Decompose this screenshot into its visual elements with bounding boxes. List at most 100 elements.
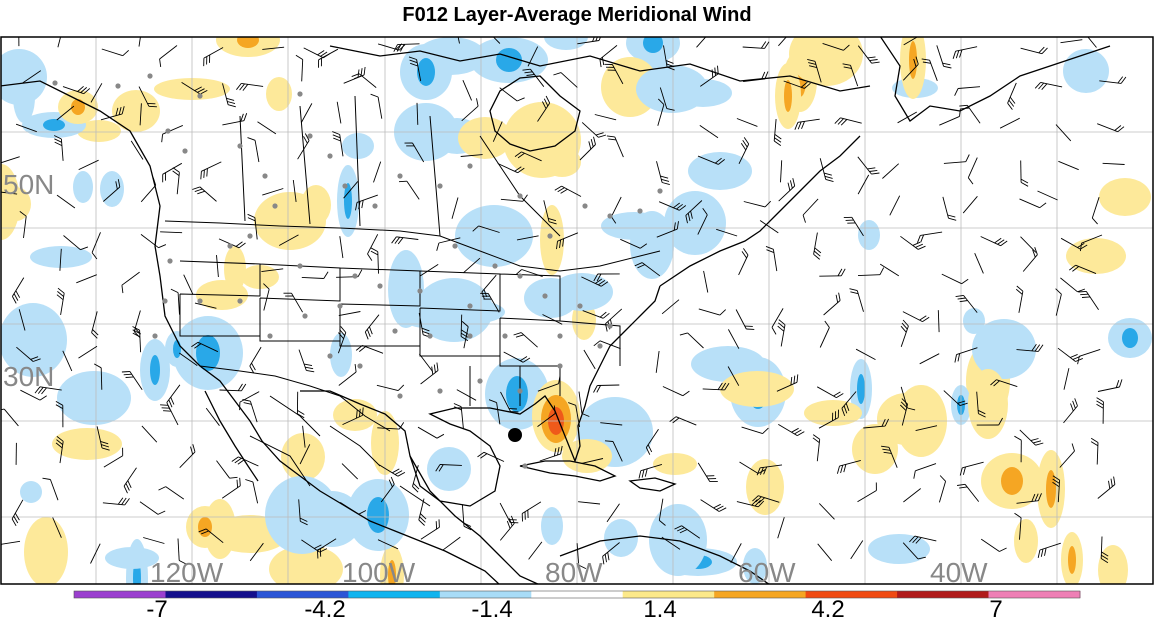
wind-barb — [1014, 435, 1022, 463]
wind-barb — [418, 353, 433, 372]
wind-barb — [62, 85, 91, 95]
wind-barb — [63, 235, 89, 251]
positive-wind-area — [503, 102, 581, 178]
wind-barb — [158, 486, 185, 500]
wind-barb — [139, 501, 166, 515]
wind-barb — [976, 417, 1003, 426]
wind-barb — [780, 160, 783, 183]
wind-barb — [818, 409, 839, 429]
wind-barb — [1097, 123, 1125, 133]
station-dot — [392, 328, 398, 334]
wind-barb — [817, 543, 833, 561]
wind-barb — [679, 332, 704, 349]
wind-barb — [283, 292, 303, 313]
south-america-coast — [559, 535, 770, 584]
wind-barb — [822, 42, 850, 51]
wind-barb — [96, 426, 110, 451]
wind-barb — [857, 267, 885, 277]
wind-barb — [219, 383, 247, 392]
wind-barb — [522, 68, 545, 87]
wind-barb — [941, 273, 969, 285]
wind-barb — [132, 326, 142, 353]
wind-barb — [855, 348, 876, 360]
negative-wind-area — [688, 152, 752, 190]
wind-barb — [663, 45, 675, 71]
wind-barb — [278, 234, 299, 246]
station-dot — [357, 363, 363, 369]
us-mexico-border — [199, 365, 391, 432]
wind-barb — [783, 80, 811, 89]
wind-barb — [191, 341, 219, 353]
wind-barb — [18, 309, 26, 331]
positive-wind-area — [77, 120, 121, 142]
gulf-coastline — [300, 285, 661, 507]
wind-barb — [1069, 264, 1097, 275]
colorbar-swatch — [714, 591, 807, 598]
wind-barb — [857, 482, 877, 503]
wind-barb — [341, 463, 359, 480]
wind-barb — [302, 425, 306, 448]
station-dot — [165, 128, 171, 134]
wind-barb — [738, 248, 749, 276]
negative-wind-area — [858, 220, 880, 250]
station-dot — [467, 163, 473, 169]
mexico-states — [249, 395, 431, 507]
wind-barb — [593, 273, 620, 282]
wind-barb — [943, 390, 968, 407]
wind-barb — [605, 308, 623, 332]
wind-barb — [102, 497, 130, 506]
wind-barb — [1091, 197, 1100, 225]
station-dot — [417, 288, 423, 294]
wind-barb — [456, 389, 477, 401]
station-dot — [302, 313, 308, 319]
wind-barb — [913, 463, 937, 479]
wind-barb — [292, 179, 297, 202]
wind-barb — [1019, 429, 1044, 446]
wind-barb — [602, 542, 620, 565]
wind-barb — [462, 80, 473, 101]
wind-barb — [776, 374, 799, 392]
wind-barb — [703, 270, 709, 293]
wind-barb — [416, 102, 419, 125]
wind-barb — [298, 499, 308, 526]
station-dot — [542, 293, 548, 299]
negative-wind-core — [496, 48, 522, 72]
wind-barb — [593, 340, 621, 350]
wind-barb — [16, 346, 41, 362]
wind-barb — [103, 179, 121, 202]
wind-barb — [743, 71, 769, 83]
wind-barb — [56, 194, 76, 209]
wind-barb — [1097, 379, 1123, 392]
wind-barb — [900, 386, 916, 411]
wind-barb — [581, 458, 604, 464]
wind-barb — [42, 477, 59, 501]
station-dot — [607, 213, 613, 219]
negative-wind-core — [1122, 328, 1138, 348]
wind-barb — [849, 288, 864, 312]
wind-barb — [78, 159, 99, 171]
political-borders — [164, 95, 661, 507]
wind-barb — [813, 232, 822, 260]
wind-barb — [216, 255, 219, 278]
station-dot — [182, 148, 188, 154]
wind-barb — [1015, 285, 1024, 313]
wind-barb — [909, 535, 937, 544]
wind-barb — [245, 479, 259, 504]
wind-barb — [604, 440, 623, 462]
positive-wind-area — [254, 192, 326, 250]
graticule — [1, 37, 1153, 584]
wind-barb — [1, 156, 20, 164]
wind-barb — [841, 391, 857, 417]
negative-wind-core — [367, 497, 389, 533]
wind-barb — [91, 232, 101, 260]
wind-barb — [778, 424, 805, 436]
wind-barb — [299, 444, 311, 465]
wind-barb — [700, 499, 727, 512]
wind-barb — [477, 451, 505, 462]
state-lines-east — [419, 270, 621, 406]
wind-barb — [408, 56, 422, 82]
wind-barb — [1014, 512, 1022, 540]
wind-barb — [1016, 344, 1044, 352]
wind-barb — [594, 114, 617, 121]
wind-barb — [959, 104, 981, 124]
